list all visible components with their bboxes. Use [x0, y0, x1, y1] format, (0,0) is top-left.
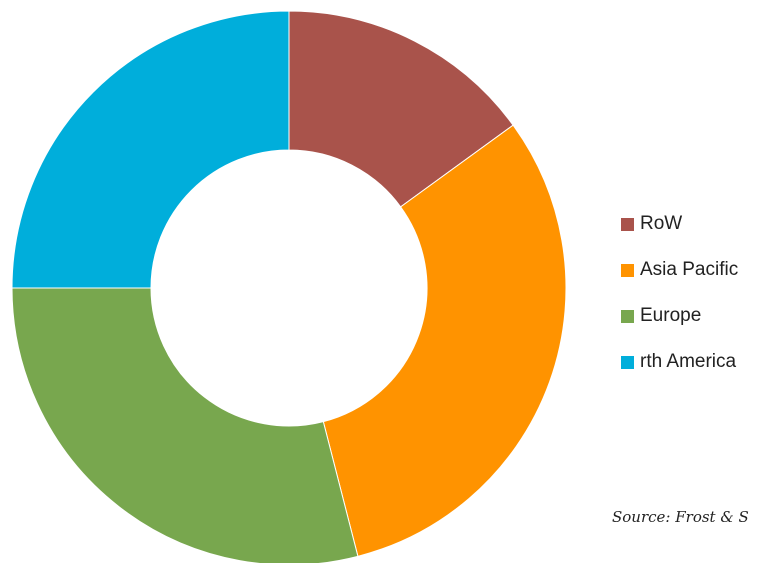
legend: RoW Asia Pacific Europe rth America — [621, 209, 738, 393]
legend-swatch-asia-pacific — [621, 263, 634, 277]
donut-slice-rth-america — [11, 10, 290, 289]
legend-item-asia-pacific: Asia Pacific — [621, 255, 738, 285]
legend-label-europe: Europe — [640, 305, 702, 326]
source-note: Source: Frost & S — [612, 508, 749, 526]
donut-chart — [11, 10, 567, 563]
legend-item-europe: Europe — [621, 301, 738, 331]
legend-swatch-row — [621, 217, 634, 231]
donut-slice-asia-pacific — [322, 124, 567, 557]
donut-slice-europe — [11, 287, 359, 563]
legend-item-north-america: rth America — [621, 347, 738, 377]
legend-swatch-north-america — [621, 355, 634, 369]
legend-label-row: RoW — [640, 213, 683, 234]
legend-swatch-europe — [621, 309, 634, 323]
legend-label-north-america: rth America — [640, 351, 737, 372]
donut-slice-row — [288, 10, 514, 208]
legend-label-asia-pacific: Asia Pacific — [640, 259, 739, 280]
legend-item-row: RoW — [621, 209, 738, 239]
